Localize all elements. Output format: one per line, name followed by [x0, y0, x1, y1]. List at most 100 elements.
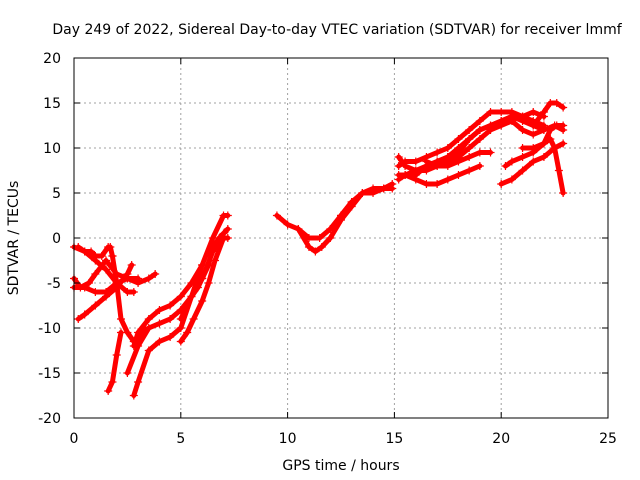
data-point — [112, 351, 121, 359]
data-point — [176, 315, 185, 323]
data-point — [475, 162, 484, 170]
data-point — [507, 112, 516, 121]
data-point — [223, 234, 232, 242]
data-point — [454, 148, 463, 157]
data-point — [108, 378, 117, 386]
data-point — [443, 175, 452, 184]
data-point — [106, 243, 115, 251]
data-point — [465, 166, 474, 175]
series-arc-24 — [518, 135, 568, 197]
y-tick-label: 5 — [52, 186, 61, 202]
data-point — [497, 108, 506, 116]
data-point — [144, 324, 153, 332]
data-point — [294, 225, 303, 233]
data-point — [518, 126, 527, 134]
data-point — [433, 180, 442, 188]
series-arc-20 — [401, 162, 484, 188]
data-point — [475, 117, 484, 125]
series-arc-11 — [176, 225, 232, 323]
data-point — [134, 279, 143, 287]
data-point — [433, 162, 442, 170]
data-point — [74, 315, 83, 323]
data-point — [166, 301, 175, 310]
y-tick-label: 0 — [52, 231, 61, 247]
data-point — [97, 252, 106, 260]
data-point — [91, 288, 100, 296]
data-point — [552, 99, 561, 107]
data-point — [529, 108, 538, 116]
data-point — [486, 121, 495, 130]
data-point — [559, 121, 568, 130]
data-point — [443, 162, 452, 170]
data-point — [539, 139, 548, 148]
data-point — [123, 369, 132, 377]
data-point — [529, 157, 538, 166]
data-point — [272, 211, 281, 220]
data-point — [102, 265, 111, 274]
data-point — [465, 126, 474, 134]
axis-ticks: 0 5 10 15 20 25 -20 -15 -10 -5 0 5 10 15 20 — [38, 51, 617, 447]
data-point — [501, 162, 510, 170]
data-point — [76, 283, 85, 292]
data-point — [91, 301, 100, 310]
x-tick-label: 10 — [279, 431, 297, 447]
data-point — [176, 292, 185, 301]
series-arc-3 — [74, 261, 136, 323]
data-point — [134, 342, 143, 350]
data-point — [379, 184, 388, 193]
data-point — [388, 184, 397, 193]
data-point — [210, 256, 219, 265]
series-arc-7 — [104, 328, 125, 395]
series-line — [274, 199, 355, 241]
y-tick-label: -10 — [38, 321, 61, 337]
data-point — [317, 243, 326, 251]
data-point — [529, 144, 538, 152]
data-point — [475, 148, 484, 157]
data-point — [144, 346, 153, 355]
data-point — [394, 175, 403, 184]
data-point — [304, 243, 313, 251]
y-tick-label: 20 — [43, 51, 61, 67]
data-point — [518, 144, 527, 152]
data-point — [422, 180, 431, 188]
data-point — [465, 135, 474, 143]
series-arc-25 — [529, 99, 568, 130]
data-point — [102, 256, 111, 265]
data-point — [497, 117, 506, 125]
series-line — [131, 262, 205, 349]
data-point — [518, 166, 527, 175]
data-point — [155, 319, 164, 328]
data-point — [539, 108, 548, 116]
series-line — [105, 330, 124, 394]
data-point — [283, 220, 292, 229]
data-point — [127, 261, 136, 269]
data-point — [155, 337, 164, 346]
data-point — [315, 234, 324, 242]
data-point — [358, 189, 367, 197]
data-point — [223, 211, 232, 220]
data-point — [550, 144, 559, 152]
series-arc-15 — [337, 184, 397, 220]
data-point — [326, 234, 335, 242]
data-point — [187, 292, 196, 301]
data-point — [116, 315, 125, 323]
y-tick-label: -15 — [38, 366, 61, 382]
data-point — [208, 243, 217, 251]
data-point — [559, 103, 568, 112]
x-tick-label: 15 — [385, 431, 403, 447]
data-point — [475, 126, 484, 134]
data-point — [183, 328, 192, 337]
series-line — [71, 258, 158, 290]
y-tick-label: -5 — [47, 276, 61, 292]
data-point — [529, 130, 538, 139]
data-point — [411, 157, 420, 166]
series-line — [178, 235, 231, 344]
data-point — [443, 144, 452, 152]
data-point — [454, 157, 463, 166]
data-point — [104, 387, 113, 395]
data-point — [497, 180, 506, 188]
data-point — [465, 144, 474, 152]
data-point — [559, 139, 568, 148]
x-tick-label: 0 — [70, 431, 79, 447]
